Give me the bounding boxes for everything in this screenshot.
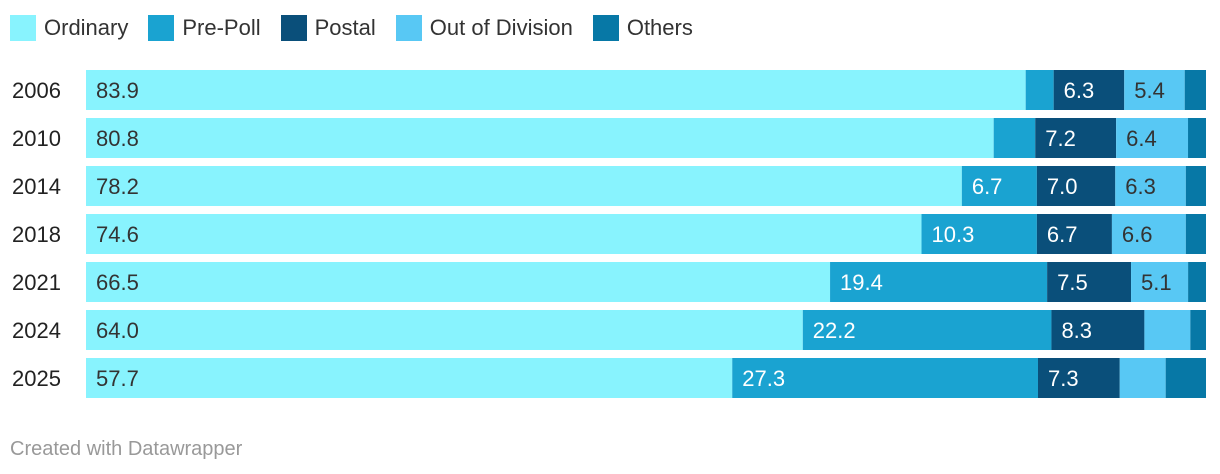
bar-segment bbox=[1047, 262, 1132, 302]
bar-segment bbox=[86, 118, 994, 158]
bar-segment bbox=[1188, 262, 1206, 302]
data-label: 19.4 bbox=[840, 270, 883, 295]
legend-label: Pre-Poll bbox=[182, 15, 261, 40]
legend-label: Postal bbox=[314, 15, 376, 40]
data-label: 10.3 bbox=[932, 222, 975, 247]
bar-segment bbox=[993, 118, 1036, 158]
bar-segment bbox=[1115, 166, 1186, 206]
bar-segment bbox=[86, 214, 922, 254]
bar-segment bbox=[830, 262, 1048, 302]
bar-segment bbox=[1038, 358, 1120, 398]
legend-item: Ordinary bbox=[10, 15, 128, 41]
bar-segment bbox=[1025, 70, 1054, 110]
data-label: 22.2 bbox=[813, 318, 856, 343]
bar-segment bbox=[1131, 262, 1189, 302]
data-label: 7.3 bbox=[1048, 366, 1079, 391]
data-label: 66.5 bbox=[96, 270, 139, 295]
legend-swatch bbox=[280, 15, 307, 41]
bar-segment bbox=[1184, 70, 1206, 110]
bar-segment bbox=[1111, 214, 1186, 254]
bar-segment bbox=[86, 262, 831, 302]
data-label: 5.1 bbox=[1141, 270, 1172, 295]
bar-segment bbox=[1188, 118, 1206, 158]
bar-segment bbox=[1051, 310, 1145, 350]
bar-segment bbox=[921, 214, 1037, 254]
bar-segment bbox=[1035, 118, 1117, 158]
bar-segment bbox=[961, 166, 1037, 206]
bar-segment bbox=[1190, 310, 1206, 350]
legend-item: Postal bbox=[280, 15, 376, 41]
data-label: 6.3 bbox=[1125, 174, 1156, 199]
footer-credit: Created with Datawrapper bbox=[10, 438, 243, 460]
legend-label: Out of Division bbox=[429, 15, 573, 40]
bar-segment bbox=[732, 358, 1038, 398]
data-label: 78.2 bbox=[96, 174, 139, 199]
legend-item: Others bbox=[592, 15, 693, 41]
category-label: 2024 bbox=[12, 318, 61, 343]
bar-segment bbox=[1116, 118, 1189, 158]
data-label: 57.7 bbox=[96, 366, 139, 391]
bar-segment bbox=[1119, 358, 1166, 398]
data-label: 6.3 bbox=[1064, 78, 1095, 103]
data-label: 5.4 bbox=[1134, 78, 1165, 103]
bar-segment bbox=[1124, 70, 1185, 110]
data-label: 6.4 bbox=[1126, 126, 1157, 151]
category-label: 2025 bbox=[12, 366, 61, 391]
legend-label: Ordinary bbox=[44, 15, 129, 40]
data-label: 74.6 bbox=[96, 222, 139, 247]
bar-segment bbox=[1144, 310, 1191, 350]
legend-item: Pre-Poll bbox=[148, 15, 261, 41]
bar-segment bbox=[1185, 166, 1206, 206]
bar-segment bbox=[86, 310, 803, 350]
data-label: 7.0 bbox=[1047, 174, 1078, 199]
category-label: 2014 bbox=[12, 174, 61, 199]
data-label: 6.7 bbox=[1047, 222, 1078, 247]
legend-label: Others bbox=[626, 15, 693, 40]
category-label: 2021 bbox=[12, 270, 61, 295]
legend-swatch bbox=[592, 15, 619, 41]
legend-swatch bbox=[148, 15, 175, 41]
data-label: 7.2 bbox=[1045, 126, 1076, 151]
bar-segment bbox=[86, 358, 733, 398]
data-label: 6.6 bbox=[1122, 222, 1153, 247]
category-label: 2010 bbox=[12, 126, 61, 151]
data-label: 83.9 bbox=[96, 78, 139, 103]
bar-segment bbox=[1036, 214, 1112, 254]
category-label: 2018 bbox=[12, 222, 61, 247]
bar-segment bbox=[86, 166, 962, 206]
data-label: 64.0 bbox=[96, 318, 139, 343]
bar-segment bbox=[1185, 214, 1206, 254]
data-label: 7.5 bbox=[1057, 270, 1088, 295]
legend-swatch bbox=[395, 15, 422, 41]
bar-segment bbox=[802, 310, 1052, 350]
data-label: 80.8 bbox=[96, 126, 139, 151]
legend-item: Out of Division bbox=[395, 15, 573, 41]
bar-segment bbox=[1165, 358, 1206, 398]
bar-segment bbox=[1053, 70, 1125, 110]
category-label: 2006 bbox=[12, 78, 61, 103]
bar-segment bbox=[86, 70, 1026, 110]
bar-segment bbox=[1036, 166, 1116, 206]
data-label: 8.3 bbox=[1061, 318, 1092, 343]
data-label: 27.3 bbox=[742, 366, 785, 391]
data-label: 6.7 bbox=[972, 174, 1003, 199]
legend: Ordinary Pre-Poll Postal Out of Division Oth… bbox=[10, 12, 713, 44]
legend-swatch bbox=[10, 15, 36, 41]
